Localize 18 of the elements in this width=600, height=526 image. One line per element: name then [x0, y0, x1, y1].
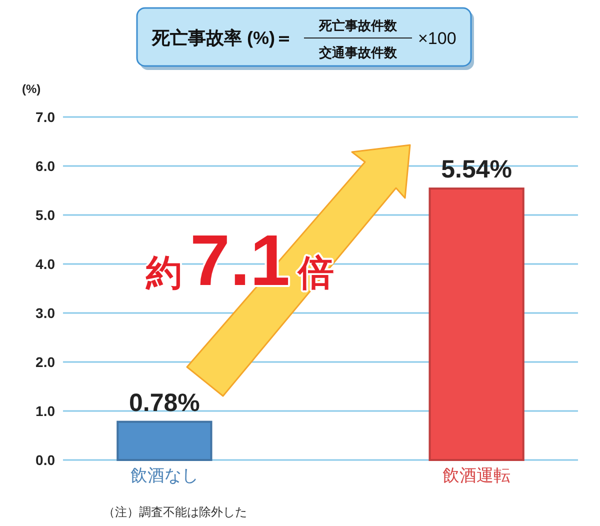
y-tick-label: 1.0	[36, 402, 56, 419]
data-label: 0.78%	[128, 388, 200, 417]
data-label: 5.54%	[441, 156, 512, 184]
x-tick-label: 飲酒運転	[442, 466, 511, 485]
text: 死亡事故件数	[318, 18, 398, 33]
y-tick-label: 0.0	[36, 452, 56, 468]
y-tick-label: 2.0	[36, 354, 56, 370]
chart-title: 死亡事故率 (%)＝	[151, 28, 293, 48]
x-tick-label: 飲酒なし	[130, 466, 198, 485]
text: ×100	[418, 29, 456, 48]
y-tick-label: 5.0	[36, 206, 56, 223]
text: 交通事故件数	[318, 45, 398, 60]
y-axis-title: (%)	[22, 82, 41, 96]
text: （注）調査不能は除外した	[103, 505, 247, 519]
y-tick-label: 7.0	[36, 108, 56, 125]
y-tick-label: 3.0	[36, 304, 56, 321]
y-tick-label: 4.0	[36, 256, 56, 272]
y-tick-label: 6.0	[36, 158, 56, 174]
